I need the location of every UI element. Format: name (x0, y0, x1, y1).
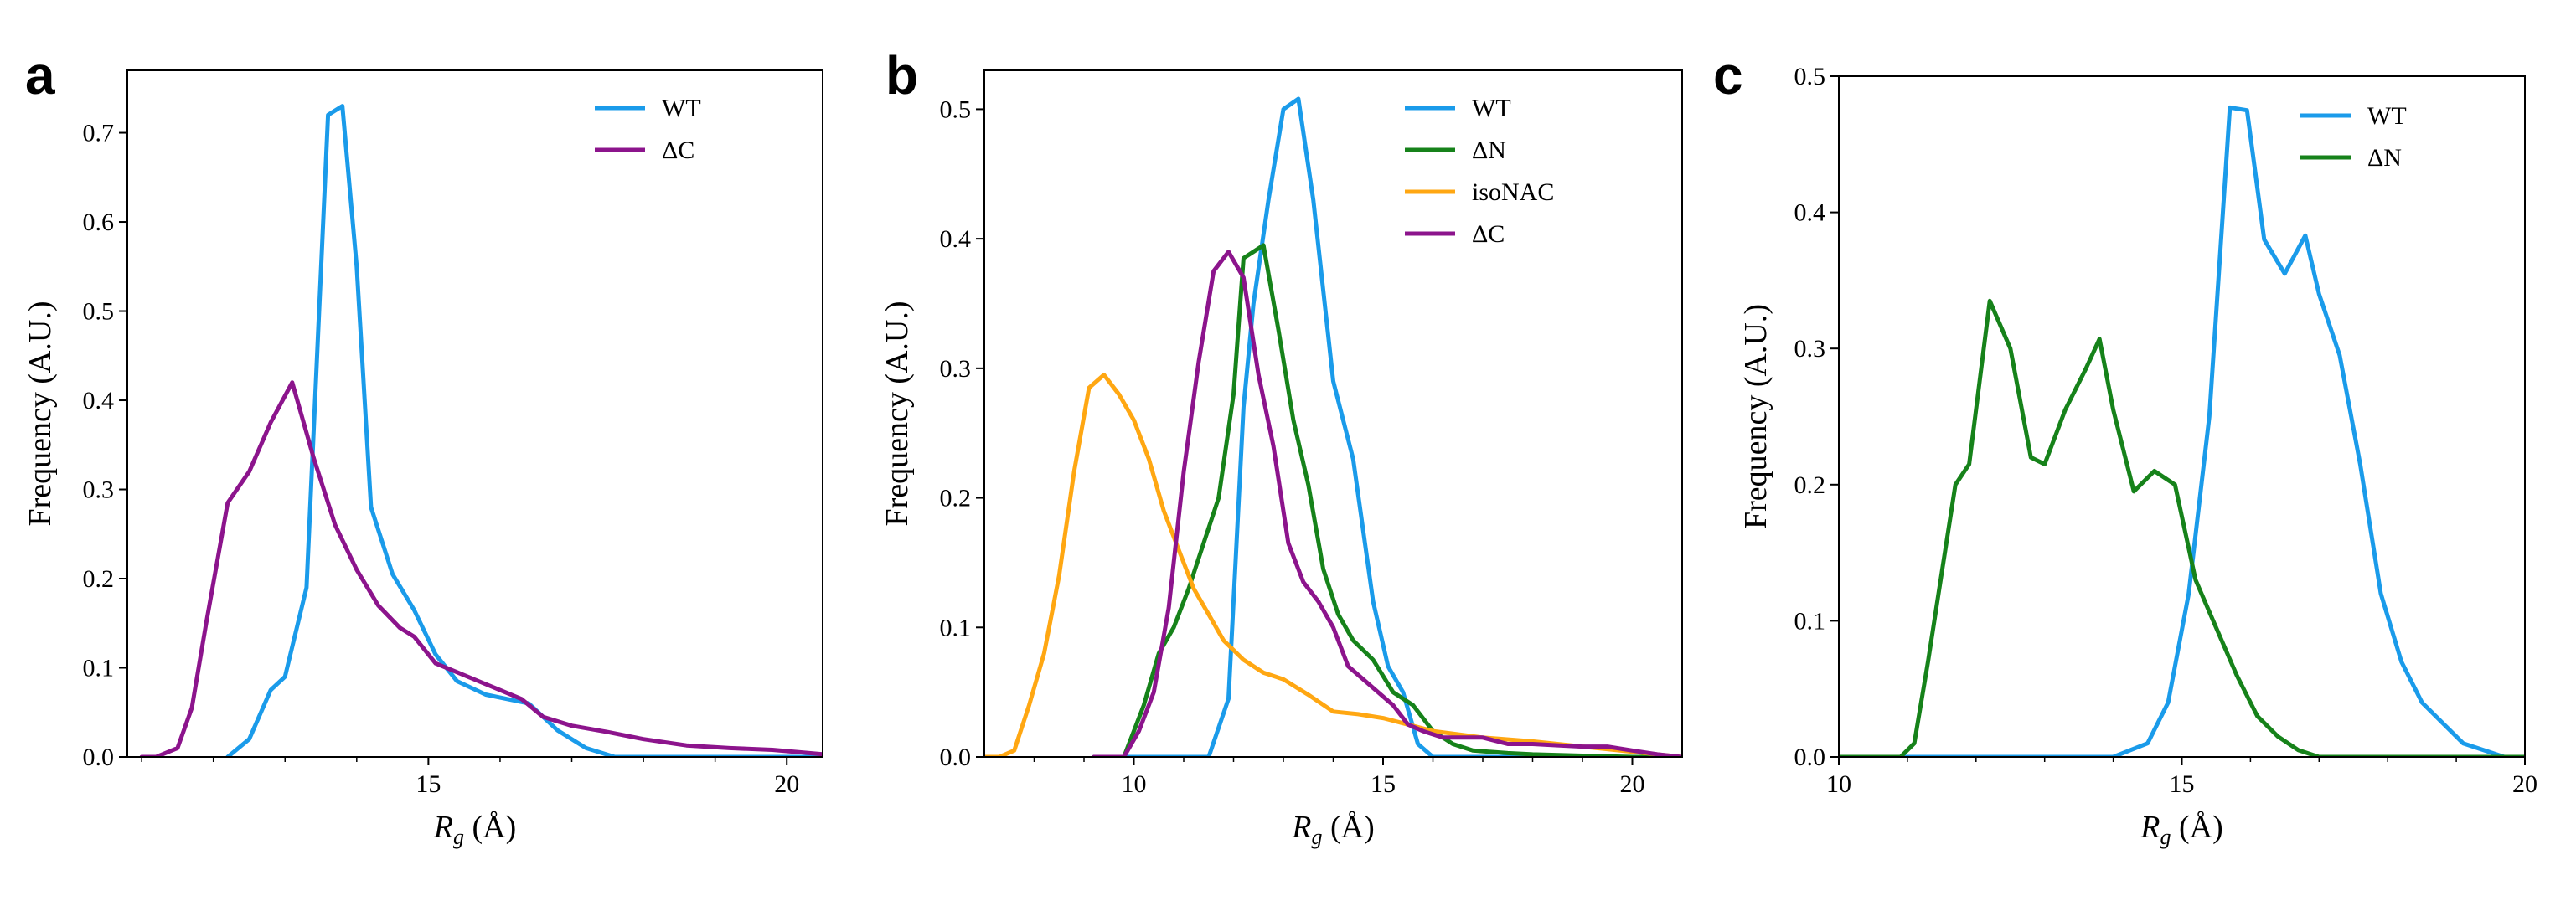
series-line-a-1 (139, 380, 823, 757)
y-tick-label: 0.4 (83, 387, 115, 414)
legend: WT ΔN (2300, 102, 2407, 172)
y-tick-label: 0.2 (83, 565, 115, 593)
series-line-b-3 (1092, 250, 1682, 757)
y-tick-label: 0.1 (1794, 607, 1826, 635)
legend-label: ΔN (1472, 136, 1506, 164)
y-tick-label: 0.5 (940, 95, 972, 123)
y-tick-label: 0.7 (83, 120, 115, 147)
y-axis-label: Frequency (A.U.) (880, 301, 915, 526)
chart-panel-a: a 15 20 0.0 0.1 0.2 0.3 0.4 0.5 0.6 0.7 Rg (Å) Frequ… (23, 45, 823, 849)
y-tick-label: 0.1 (83, 655, 115, 682)
legend-label: WT (1472, 95, 1511, 122)
y-tick-label: 0.0 (1794, 744, 1826, 771)
series-line-c-0 (1839, 105, 2525, 757)
series-line-a-0 (225, 104, 823, 757)
legend-label: WT (2367, 102, 2407, 130)
y-tick-label: 0.5 (83, 298, 115, 326)
y-tick-label: 0.0 (83, 744, 115, 771)
plot-frame (983, 69, 1683, 758)
y-tick-label: 0.1 (940, 614, 972, 641)
y-tick-label: 0.3 (940, 355, 972, 383)
x-axis-label: Rg (Å) (433, 810, 516, 849)
x-tick-label: 15 (1371, 770, 1396, 798)
legend: WT ΔN isoNAC ΔC (1405, 95, 1554, 248)
x-tick-label: 10 (1122, 770, 1147, 798)
x-tick-label: 20 (1620, 770, 1645, 798)
plot-frame (1838, 75, 2526, 758)
legend-label: ΔN (2367, 144, 2402, 172)
series-line-b-0 (1092, 96, 1682, 757)
plot-frame (126, 69, 823, 758)
x-axis-label: Rg (Å) (2140, 810, 2222, 849)
series-line-c-1 (1839, 298, 2525, 757)
series-line-b-1 (1092, 243, 1682, 757)
y-tick-label: 0.3 (1794, 335, 1826, 363)
legend-label: isoNAC (1472, 178, 1554, 206)
legend-label: WT (662, 95, 701, 122)
y-axis-label: Frequency (A.U.) (1738, 304, 1773, 529)
x-axis-label: Rg (Å) (1291, 810, 1374, 849)
y-tick-label: 0.4 (1794, 199, 1826, 227)
y-tick-label: 0.4 (940, 225, 972, 253)
y-tick-label: 0.2 (1794, 471, 1826, 499)
x-tick-label: 20 (2512, 770, 2537, 798)
y-tick-label: 0.6 (83, 208, 115, 236)
panel-letter: b (885, 45, 918, 106)
x-tick-label: 15 (2170, 770, 2195, 798)
y-tick-label: 0.0 (940, 744, 972, 771)
x-tick-label: 10 (1826, 770, 1851, 798)
y-tick-label: 0.2 (940, 485, 972, 512)
x-tick-label: 20 (774, 770, 799, 798)
chart-panel-b: b 10 15 20 0.0 0.1 0.2 0.3 0.4 0.5 Rg (Å) Frequency… (880, 45, 1683, 849)
y-axis-label: Frequency (A.U.) (23, 301, 58, 526)
y-tick-label: 0.3 (83, 476, 115, 504)
series-line-b-2 (984, 373, 1682, 757)
panel-letter: c (1713, 45, 1743, 106)
x-tick-label: 15 (416, 770, 441, 798)
y-tick-label: 0.5 (1794, 63, 1826, 90)
legend-label: ΔC (1472, 220, 1505, 248)
legend-label: ΔC (662, 136, 694, 164)
legend: WT ΔC (595, 95, 701, 164)
chart-panel-c: c 10 15 20 0.0 0.1 0.2 0.3 0.4 0.5 Rg (Å) Frequency… (1713, 45, 2537, 849)
panel-letter: a (25, 45, 55, 106)
